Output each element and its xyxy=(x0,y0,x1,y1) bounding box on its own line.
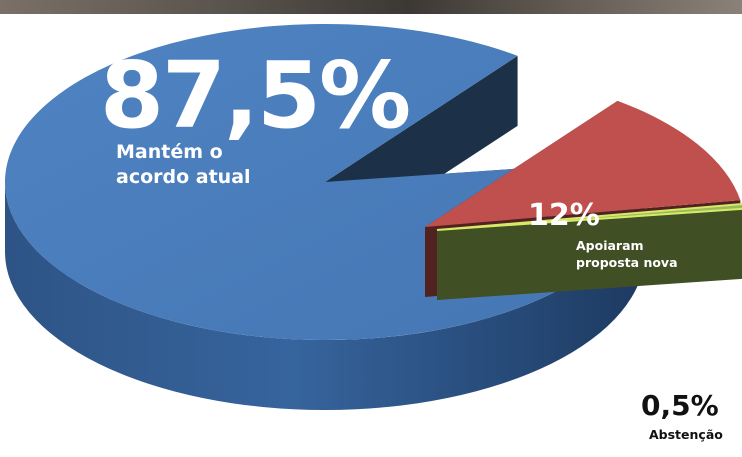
slice-2-label-line-1: Apoiaram xyxy=(576,238,644,253)
slice-1-category-label: Mantém o acordo atual xyxy=(116,140,251,189)
slice-2-value-label: 12% xyxy=(528,198,600,233)
slice-1-side xyxy=(5,182,645,410)
slice-3-top xyxy=(436,202,742,231)
slice-1-value-label: 87,5% xyxy=(100,42,411,149)
background-photo-strip xyxy=(0,0,742,14)
slice-2-label-line-2: proposta nova xyxy=(576,254,678,270)
slice-2-top xyxy=(425,100,741,227)
slice-2-category-label: Apoiaram proposta nova xyxy=(576,238,678,272)
slice-1-label-line-2: acordo atual xyxy=(116,165,251,188)
slice-3-cut-face-1 xyxy=(437,203,742,300)
slice-3-value-label: 0,5% xyxy=(641,389,719,422)
slice-3-category-label: Abstenção xyxy=(649,427,723,442)
pie-slice-3 xyxy=(436,202,742,300)
slice-1-label-line-1: Mantém o xyxy=(116,141,223,163)
